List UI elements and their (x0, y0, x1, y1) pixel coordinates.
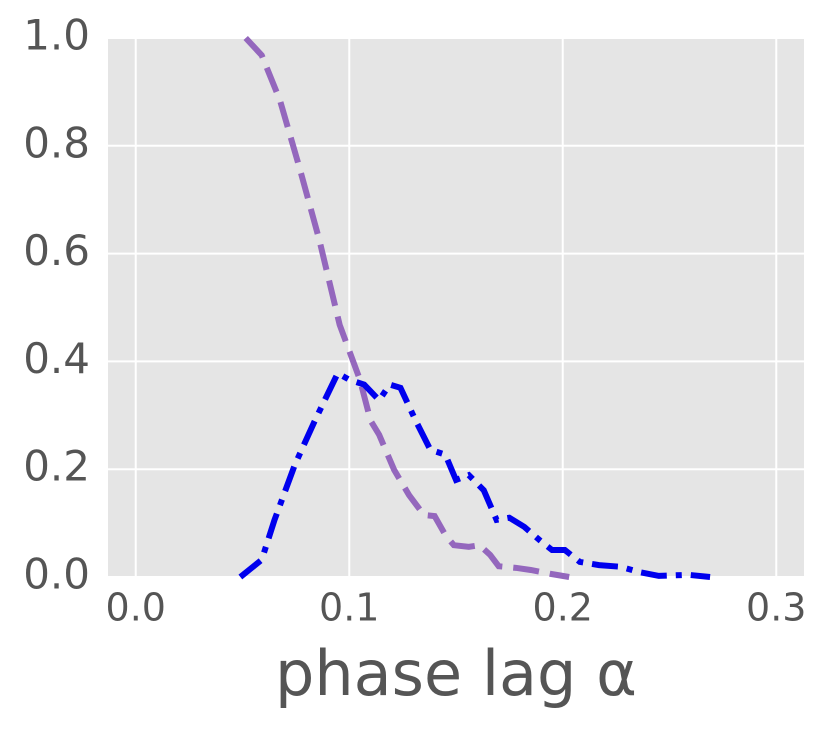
x-axis-label: phase lag α (275, 637, 637, 710)
y-tick-label: 0.4 (23, 334, 90, 383)
y-tick-label: 1.0 (23, 11, 90, 60)
x-tick-label: 0.3 (746, 586, 806, 630)
x-tick-label: 0.1 (319, 586, 379, 630)
y-tick-label: 0.0 (23, 550, 90, 599)
y-tick-label: 0.6 (23, 226, 90, 275)
plot-area (108, 38, 804, 577)
series-line (243, 35, 570, 580)
y-tick-label: 0.8 (23, 118, 90, 167)
x-tick-label: 0.2 (533, 586, 593, 630)
x-tick-label: 0.0 (106, 586, 166, 630)
y-tick-label: 0.2 (23, 442, 90, 491)
series-line (238, 369, 711, 580)
